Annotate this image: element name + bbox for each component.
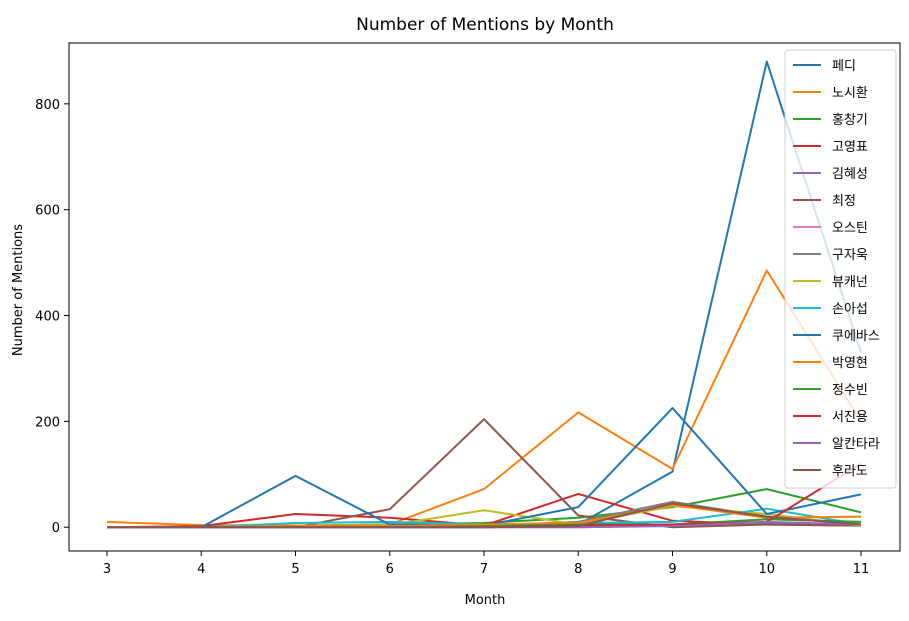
x-tick-label: 8 <box>574 562 582 577</box>
plot-series-group <box>106 60 862 529</box>
legend-entry-label: 쿠에바스 <box>832 329 880 344</box>
y-tick-label: 200 <box>35 415 60 430</box>
legend-entry-label: 후라도 <box>832 464 868 479</box>
legend-entry-label: 페디 <box>832 59 856 74</box>
x-tick-label: 9 <box>668 562 676 577</box>
y-axis-ticks: 0 200 400 600 800 <box>35 98 69 536</box>
legend-entry-label: 뷰캐넌 <box>832 275 868 290</box>
legend-entry-label: 알칸타라 <box>832 437 880 452</box>
legend-box <box>784 49 897 489</box>
legend-entry-label: 오스틴 <box>832 221 868 236</box>
y-tick-label: 400 <box>35 310 60 325</box>
x-tick-label: 3 <box>103 562 111 577</box>
plot-frame <box>68 42 901 552</box>
x-axis-label: Month <box>465 593 506 608</box>
legend: 페디노시환홍창기고영표김혜성최정오스틴구자욱뷰캐넌손아섭쿠에바스박영현정수빈서진… <box>784 49 897 489</box>
y-tick-label: 800 <box>35 98 60 113</box>
series-line-16 <box>107 502 862 529</box>
legend-entry-label: 박영현 <box>832 356 868 371</box>
x-tick-label: 6 <box>386 562 394 577</box>
x-tick-label: 7 <box>480 562 488 577</box>
legend-entry-label: 최정 <box>832 194 856 209</box>
y-tick-label: 0 <box>52 521 60 536</box>
x-axis-ticks: 3 4 5 6 7 8 9 10 11 <box>103 551 869 577</box>
legend-entry-label: 손아섭 <box>832 302 868 317</box>
x-tick-label: 11 <box>853 562 870 577</box>
legend-entry-label: 구자욱 <box>832 248 868 263</box>
legend-entry-label: 정수빈 <box>832 383 868 398</box>
legend-entry-label: 홍창기 <box>832 113 868 128</box>
legend-entry-label: 김혜성 <box>832 167 868 182</box>
y-axis-label: Number of Mentions <box>11 224 26 356</box>
legend-entry-label: 서진용 <box>832 410 868 425</box>
x-tick-label: 5 <box>291 562 299 577</box>
legend-entry-label: 노시환 <box>832 86 868 101</box>
y-tick-label: 600 <box>35 204 60 219</box>
x-tick-label: 10 <box>758 562 775 577</box>
legend-entry-label: 고영표 <box>832 140 868 155</box>
chart-title: Number of Mentions by Month <box>356 15 614 35</box>
x-tick-label: 4 <box>197 562 205 577</box>
series-line-2 <box>106 269 862 527</box>
series-line-1 <box>107 60 862 529</box>
